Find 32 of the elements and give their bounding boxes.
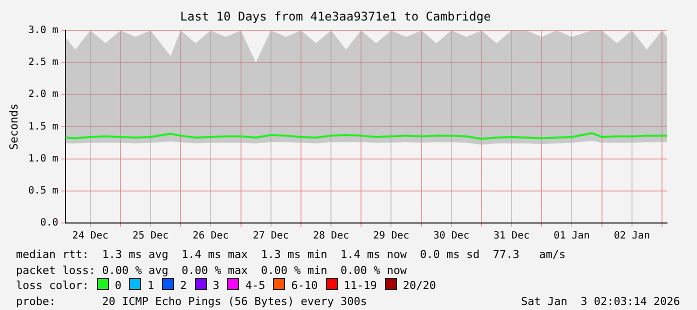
x-tick-label: 28 Dec	[312, 230, 350, 242]
legend-title: loss color:	[16, 279, 89, 292]
y-tick-label: 0.5 m	[28, 185, 58, 196]
text: packet loss: 0.00 % avg 0.00 % max 0.00 % min 0.00 % now	[16, 262, 408, 278]
x-tick-label: 02 Jan	[614, 230, 650, 242]
legend-label: 3	[212, 279, 220, 292]
y-tick-label: 3.0 m	[28, 24, 58, 36]
x-tick-label: 25 Dec	[132, 230, 169, 242]
x-tick-label: 27 Dec	[252, 230, 289, 242]
legend-label: 6-10	[291, 279, 318, 292]
legend-label: 11-19	[344, 279, 377, 292]
legend-label: 0	[114, 279, 122, 292]
x-tick-label: 31 Dec	[494, 230, 530, 242]
legend-label: 20/20	[402, 279, 436, 292]
x-tick-label: 24 Dec	[72, 230, 108, 242]
text: median rtt: 1.3 ms avg 1.4 ms max 1.3 ms min 1.4 ms now 0.0 ms sd 77.3 am/s	[16, 247, 567, 262]
y-tick-label: 1.0 m	[28, 153, 58, 164]
legend-label: 2	[180, 279, 187, 292]
y-tick-label: 2.0 m	[28, 89, 58, 100]
x-tick-label: 30 Dec	[433, 230, 470, 242]
x-tick-label: 29 Dec	[373, 230, 410, 242]
x-tick-label: 01 Jan	[554, 230, 590, 242]
y-tick-label: 1.5 m	[28, 121, 58, 132]
text: Sat Jan 3 02:03:14 2026	[521, 294, 680, 309]
y-tick-label: 2.5 m	[28, 57, 58, 68]
legend-label: 1	[147, 279, 154, 292]
y-tick-label: 0.0	[40, 218, 58, 229]
y-axis-title: Seconds	[7, 104, 20, 150]
x-tick-label: 26 Dec	[192, 230, 229, 242]
chart-title: Last 10 Days from 41e3aa9371e1 to Cambridge	[180, 9, 491, 24]
legend-label: 4-5	[245, 279, 266, 292]
text: probe: 20 ICMP Echo Pings (56 Bytes) every 300s	[16, 294, 367, 308]
